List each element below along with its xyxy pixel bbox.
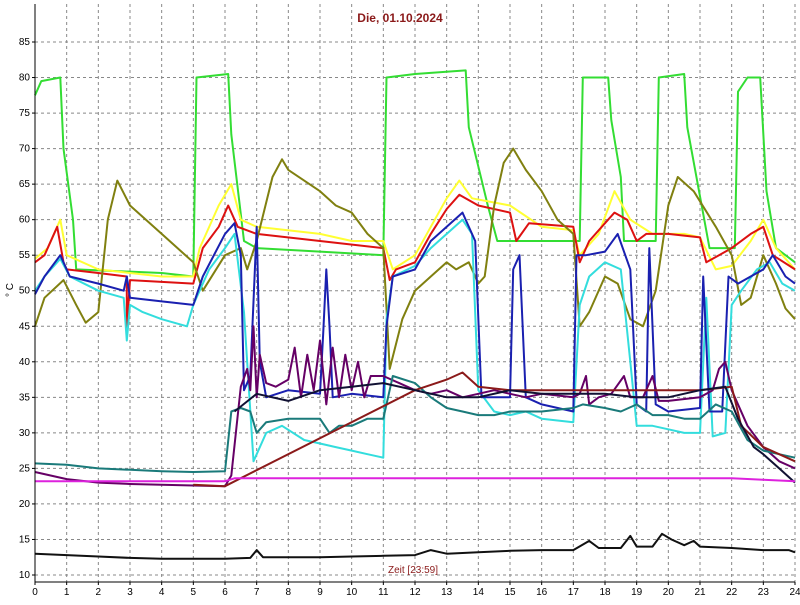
x-tick-label: 2 (96, 587, 102, 598)
y-tick-label: 80 (19, 73, 31, 84)
series-line-9 (193, 371, 796, 488)
x-tick-label: 16 (536, 587, 548, 598)
x-tick-label: 3 (127, 587, 133, 598)
x-tick-label: 0 (32, 587, 38, 598)
y-tick-label: 10 (19, 570, 31, 581)
x-tick-label: 8 (286, 587, 292, 598)
series-line-6 (34, 211, 796, 413)
x-tick-label: 23 (758, 587, 770, 598)
y-tick-label: 60 (19, 215, 31, 226)
x-tick-label: 24 (789, 587, 800, 598)
x-tick-label: 10 (346, 587, 358, 598)
x-tick-label: 9 (317, 587, 323, 598)
series-line-11 (35, 477, 796, 483)
y-tick-label: 15 (19, 534, 31, 545)
x-tick-label: 12 (409, 587, 421, 598)
x-tick-label: 6 (222, 587, 228, 598)
y-axis-label: ° C (5, 283, 16, 297)
x-tick-label: 1 (64, 587, 70, 598)
x-tick-label: 22 (726, 587, 738, 598)
x-tick-label: 18 (599, 587, 611, 598)
x-tick-label: 4 (159, 587, 165, 598)
x-tick-label: 13 (441, 587, 453, 598)
x-axis-label: Zeit [23:59] (388, 565, 438, 576)
series-line-4 (34, 147, 796, 370)
x-tick-label: 7 (254, 587, 260, 598)
series-line-8 (34, 375, 796, 473)
y-tick-label: 55 (19, 250, 31, 261)
x-tick-label: 19 (631, 587, 643, 598)
x-tick-label: 20 (663, 587, 675, 598)
y-tick-label: 20 (19, 499, 31, 510)
y-tick-label: 85 (19, 37, 31, 48)
x-tick-label: 11 (378, 587, 389, 598)
x-tick-label: 21 (694, 587, 706, 598)
y-tick-label: 30 (19, 428, 31, 439)
series-line-3 (34, 193, 796, 331)
y-tick-label: 50 (19, 286, 31, 297)
y-tick-label: 45 (19, 321, 31, 332)
y-tick-label: 70 (19, 144, 31, 155)
series-line-10 (233, 382, 796, 484)
y-tick-label: 35 (19, 392, 31, 403)
x-tick-label: 15 (504, 587, 516, 598)
y-tick-label: 65 (19, 179, 31, 190)
series-group (34, 69, 796, 560)
chart-title: Die, 01.10.2024 (357, 11, 443, 25)
series-line-12 (34, 532, 796, 560)
x-tick-label: 5 (191, 587, 197, 598)
x-tick-label: 17 (568, 587, 580, 598)
y-tick-label: 75 (19, 108, 31, 119)
tick-labels: 0 1 2 3 4 5 6 7 8 9 10 11 12 13 14 15 16 17 18 19 20 21 22 23 24… (19, 37, 800, 598)
x-tick-label: 14 (473, 587, 485, 598)
y-tick-label: 40 (19, 357, 31, 368)
y-tick-label: 25 (19, 463, 31, 474)
